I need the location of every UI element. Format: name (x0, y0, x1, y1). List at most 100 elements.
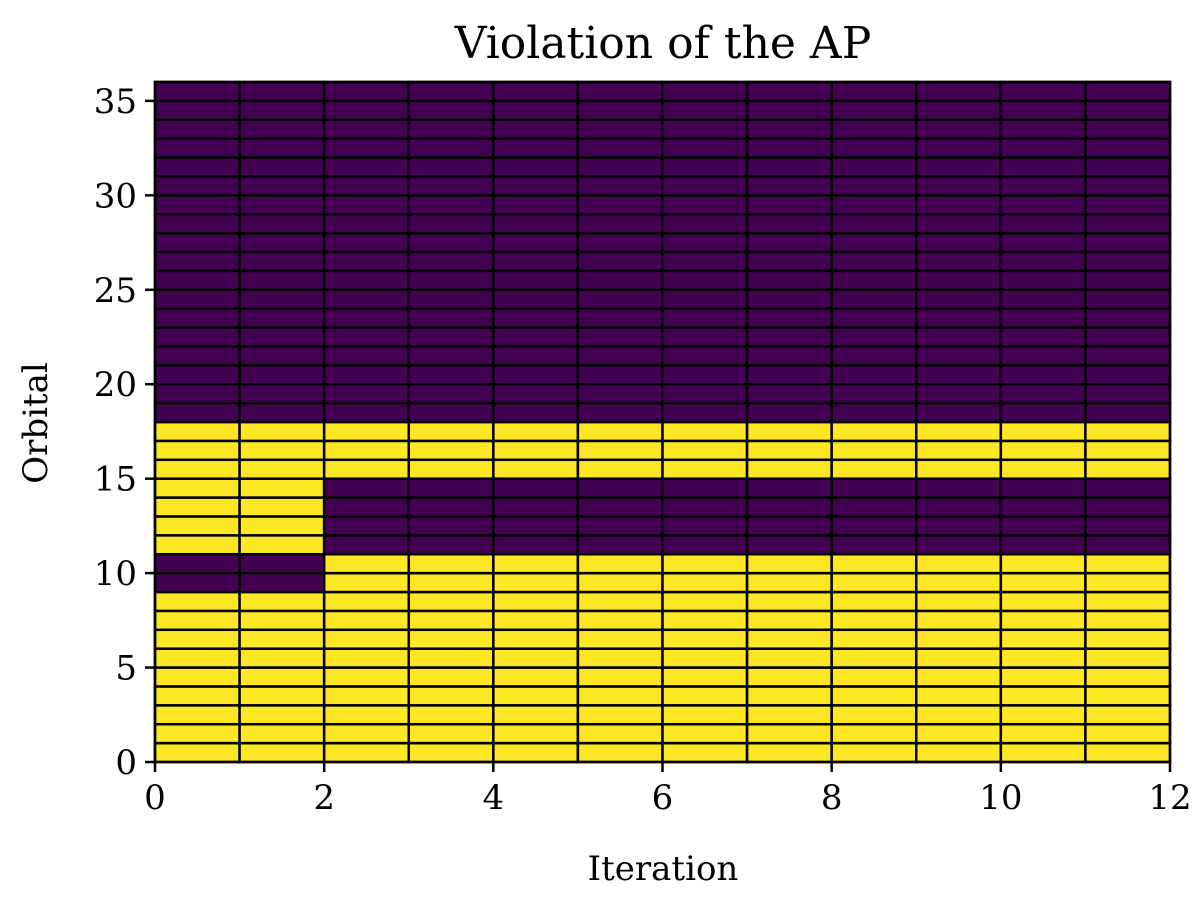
y-axis-ticks: 0 5 10 15 20 25 30 35 (94, 82, 155, 783)
heatmap-cell (492, 99, 580, 122)
heatmap-cell (661, 666, 749, 688)
heatmap-cell (915, 118, 1003, 140)
heatmap-cell (576, 571, 664, 594)
heatmap-cell (492, 628, 580, 650)
heatmap-cell (238, 590, 326, 613)
heatmap-cell (999, 722, 1087, 745)
heatmap-cell (407, 590, 495, 613)
heatmap-cell (745, 99, 833, 122)
heatmap-cell (153, 137, 241, 159)
heatmap-cell (999, 80, 1087, 103)
heatmap-cell (576, 534, 664, 556)
heatmap-cell (576, 364, 664, 386)
heatmap-cell (153, 80, 241, 103)
heatmap-cell (915, 571, 1003, 594)
heatmap-cell (322, 515, 410, 537)
heatmap-cell (915, 647, 1003, 669)
heatmap-cell (576, 194, 664, 216)
heatmap-cell (153, 590, 241, 613)
heatmap-cell (830, 666, 918, 688)
heatmap-cell (492, 439, 580, 462)
heatmap-cell (661, 269, 749, 292)
heatmap-cell (322, 704, 410, 726)
heatmap-cell (915, 401, 1003, 424)
heatmap-cell (830, 382, 918, 405)
heatmap-cell (830, 741, 918, 764)
heatmap-cell (322, 685, 410, 707)
heatmap-cell (492, 420, 580, 443)
heatmap-cell (915, 250, 1003, 273)
heatmap-cell (745, 364, 833, 386)
heatmap-cell (745, 609, 833, 632)
heatmap-cell (915, 364, 1003, 386)
y-tick-label: 5 (115, 649, 137, 689)
heatmap-cell (407, 571, 495, 594)
heatmap-cell (915, 194, 1003, 216)
heatmap-cell (661, 307, 749, 329)
heatmap-cell (238, 250, 326, 273)
heatmap-cell (322, 420, 410, 443)
heatmap-cell (915, 156, 1003, 178)
heatmap-cell (830, 212, 918, 235)
heatmap-cell (238, 534, 326, 556)
heatmap-cell (407, 552, 495, 575)
heatmap-cell (1084, 496, 1172, 518)
heatmap-cell (153, 288, 241, 310)
heatmap-cell (238, 118, 326, 140)
heatmap-cell (830, 401, 918, 424)
heatmap-cell (999, 458, 1087, 480)
heatmap-cell (661, 99, 749, 122)
heatmap-cell (153, 628, 241, 650)
heatmap-cell (745, 194, 833, 216)
heatmap-cell (407, 80, 495, 103)
heatmap-cell (322, 80, 410, 103)
heatmap-cell (830, 118, 918, 140)
heatmap-cell (915, 685, 1003, 707)
heatmap-cell (661, 326, 749, 348)
heatmap-cell (576, 609, 664, 632)
heatmap-cell (322, 345, 410, 367)
heatmap-cell (407, 250, 495, 273)
heatmap-cell (153, 477, 241, 499)
heatmap-cell (238, 99, 326, 122)
heatmap-cell (999, 401, 1087, 424)
heatmap-cell (1084, 269, 1172, 292)
heatmap-cell (999, 590, 1087, 613)
heatmap-cell (238, 722, 326, 745)
heatmap-cell (745, 175, 833, 197)
heatmap-cell (999, 118, 1087, 140)
heatmap-cell (915, 80, 1003, 103)
heatmap-cell (661, 175, 749, 197)
heatmap-cell (238, 307, 326, 329)
heatmap-cell (407, 666, 495, 688)
heatmap-cell (999, 250, 1087, 273)
heatmap-cell (1084, 439, 1172, 462)
heatmap-cell (407, 458, 495, 480)
heatmap-cell (830, 628, 918, 650)
heatmap-cell (407, 420, 495, 443)
heatmap-cell (238, 609, 326, 632)
heatmap-cell (407, 231, 495, 254)
heatmap-cell (576, 118, 664, 140)
heatmap-cell (407, 212, 495, 235)
heatmap-cell (153, 420, 241, 443)
heatmap-cell (492, 118, 580, 140)
heatmap-cell (322, 458, 410, 480)
heatmap-cell (238, 439, 326, 462)
heatmap-cell (830, 345, 918, 367)
heatmap-cell (745, 250, 833, 273)
heatmap-cell (999, 534, 1087, 556)
heatmap-cell (576, 231, 664, 254)
heatmap-cell (576, 666, 664, 688)
heatmap-cell (915, 439, 1003, 462)
heatmap-cell (1084, 326, 1172, 348)
heatmap-cell (407, 382, 495, 405)
heatmap-cell (1084, 194, 1172, 216)
heatmap-cell (407, 647, 495, 669)
heatmap-cell (830, 534, 918, 556)
heatmap-cell (999, 175, 1087, 197)
heatmap-cell (238, 704, 326, 726)
heatmap-cell (238, 458, 326, 480)
heatmap-cell (238, 364, 326, 386)
heatmap-cell (1084, 345, 1172, 367)
